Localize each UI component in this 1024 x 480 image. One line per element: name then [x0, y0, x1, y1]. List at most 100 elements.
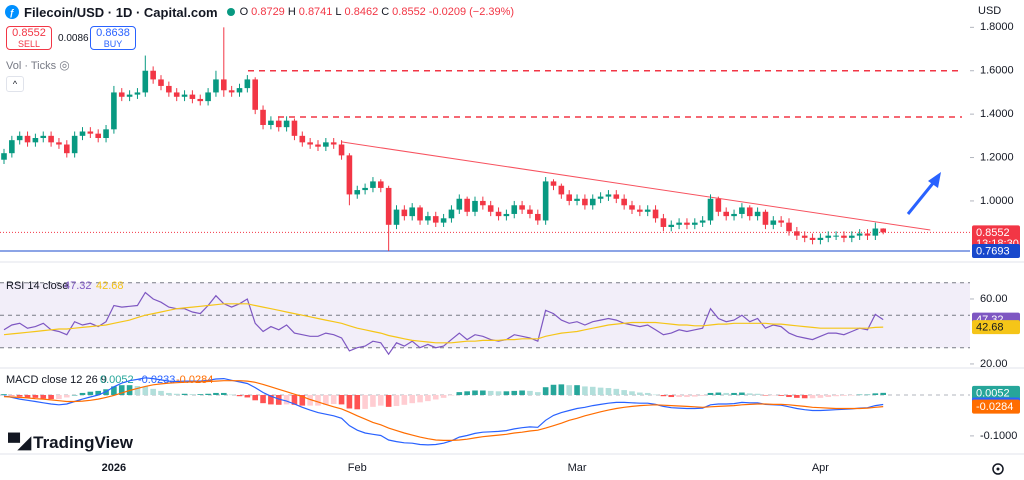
pane-title: RSI 14 close	[6, 280, 68, 292]
histogram-bar	[440, 394, 447, 398]
histogram-bar	[385, 394, 392, 407]
trendline	[341, 141, 931, 231]
histogram-bar	[841, 394, 847, 396]
histogram-bar	[684, 394, 690, 398]
series-line	[3, 377, 884, 446]
y-tick-label: 1.4000	[980, 108, 1014, 120]
candle-body	[370, 181, 376, 188]
svg-text:ƒ: ƒ	[9, 7, 14, 17]
histogram-bar	[338, 394, 345, 405]
candle-body	[558, 185, 565, 195]
x-tick-label: Mar	[568, 462, 587, 474]
candle-body	[87, 131, 94, 134]
collapse-button[interactable]: ^	[6, 76, 24, 92]
candle-body	[660, 218, 667, 227]
axis-label: 0.8552	[976, 227, 1010, 239]
candle-body	[440, 218, 447, 223]
histogram-bar	[864, 394, 871, 396]
histogram-bar	[268, 394, 274, 405]
sell-price: 0.8552	[12, 27, 46, 39]
logo-text: TradingView	[33, 433, 133, 452]
candle-body	[64, 144, 70, 154]
candle-body	[291, 120, 298, 136]
histogram-bar	[95, 390, 101, 395]
axis-label-bg	[972, 399, 1020, 414]
candle-body	[684, 222, 690, 225]
change-percent: (−2.39%)	[469, 6, 515, 18]
histogram-bar	[786, 394, 792, 398]
histogram-bar	[1, 394, 7, 395]
ohlc-letter: H	[287, 6, 296, 18]
buy-button[interactable]: 0.8638 BUY	[90, 26, 136, 50]
ohlc-letter: C	[381, 6, 390, 18]
histogram-bar	[370, 394, 376, 407]
candle-body	[723, 211, 729, 217]
candle-body	[487, 205, 494, 212]
histogram-bar	[315, 394, 321, 406]
arrow-annotation	[906, 172, 941, 215]
histogram-bar	[715, 392, 722, 395]
candle-body	[582, 198, 588, 206]
histogram-bar	[48, 394, 54, 400]
histogram-bar	[378, 394, 384, 406]
histogram-bar	[213, 392, 219, 395]
histogram-bar	[480, 390, 486, 395]
histogram-bar	[762, 394, 769, 396]
candle-body	[205, 92, 211, 102]
histogram-bar	[731, 392, 737, 395]
candle-body	[503, 213, 510, 217]
ohlc-value: 0.8552	[392, 6, 426, 18]
ohlc-value: 0.8729	[251, 6, 285, 18]
buy-price: 0.8638	[96, 27, 130, 39]
ohlc-value: 0.8462	[344, 6, 379, 18]
candle-body	[48, 135, 54, 143]
histogram-bar	[252, 394, 258, 401]
histogram-bar	[236, 394, 243, 397]
histogram-bar	[770, 394, 777, 396]
candle-body	[589, 198, 596, 206]
histogram-bar	[527, 390, 533, 395]
candle-body	[111, 92, 117, 130]
candle-body	[71, 135, 78, 154]
histogram-bar	[652, 394, 659, 396]
candle-body	[9, 140, 15, 154]
candle-body	[527, 209, 533, 214]
histogram-bar	[707, 392, 714, 395]
histogram-bar	[354, 394, 361, 410]
candle-body	[126, 94, 133, 97]
y-tick-label: 1.8000	[980, 21, 1014, 33]
histogram-bar	[723, 392, 729, 395]
histogram-bar	[330, 394, 337, 404]
histogram-bar	[432, 394, 439, 400]
histogram-bar	[503, 391, 510, 395]
histogram-bar	[880, 392, 886, 395]
candle-body	[550, 181, 557, 186]
candle-body	[307, 142, 313, 145]
candle-body	[330, 142, 337, 145]
candle-body	[841, 235, 847, 238]
change: -0.0209	[428, 6, 467, 18]
histogram-bar	[111, 386, 117, 395]
histogram-bar	[79, 392, 86, 395]
histogram-bar	[778, 394, 784, 396]
candle-body	[880, 228, 886, 233]
histogram-bar	[660, 394, 667, 397]
currency[interactable]: USD	[978, 5, 1002, 17]
histogram-bar	[550, 384, 557, 395]
histogram-bar	[40, 394, 47, 399]
histogram-bar	[495, 391, 502, 395]
histogram-bar	[535, 392, 541, 395]
sell-button[interactable]: 0.8552 SELL	[6, 26, 52, 50]
candle-body	[134, 92, 141, 95]
settings-icon[interactable]	[992, 463, 1004, 475]
candle-body	[189, 94, 196, 99]
candle-body	[150, 70, 156, 80]
histogram-bar	[613, 388, 620, 395]
histogram-bar	[118, 385, 125, 395]
eye-icon[interactable]: ◎	[59, 58, 70, 72]
histogram-bar	[228, 394, 235, 396]
histogram-bar	[173, 393, 180, 395]
histogram-bar	[142, 386, 149, 395]
axis-label-bg	[972, 385, 1020, 400]
